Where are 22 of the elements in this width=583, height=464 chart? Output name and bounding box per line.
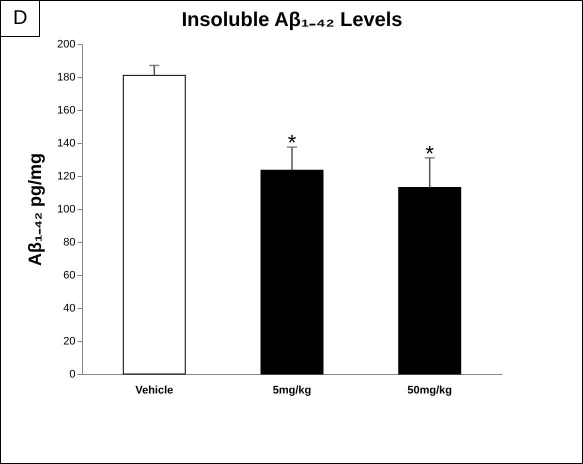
y-tick-label: 40 <box>63 302 76 314</box>
bar <box>122 74 186 374</box>
y-tick-label: 140 <box>57 138 76 150</box>
x-tick-label: 5mg/kg <box>272 384 312 396</box>
bar <box>260 170 324 374</box>
y-tick-label: 100 <box>57 204 76 216</box>
y-tick-label: 200 <box>57 38 76 50</box>
text: D <box>1 1 40 37</box>
y-tick-label: 0 <box>69 368 76 380</box>
x-tick-label: 50mg/kg <box>407 384 452 396</box>
chart-title: Insoluble Aβ₁₋₄₂ Levels <box>182 9 402 31</box>
annotation: * <box>288 130 297 156</box>
y-tick-label: 60 <box>63 270 76 282</box>
annotation: * <box>425 140 434 166</box>
y-tick-label: 80 <box>63 236 76 248</box>
bar <box>398 187 462 374</box>
y-tick-label: 180 <box>57 72 76 84</box>
y-axis-title: Aβ₁₋₄₂ pg/mg <box>25 153 46 266</box>
x-tick-label: Vehicle <box>135 384 174 396</box>
y-tick-label: 120 <box>57 170 76 182</box>
y-tick-label: 20 <box>63 336 76 348</box>
y-tick-label: 160 <box>57 104 76 116</box>
